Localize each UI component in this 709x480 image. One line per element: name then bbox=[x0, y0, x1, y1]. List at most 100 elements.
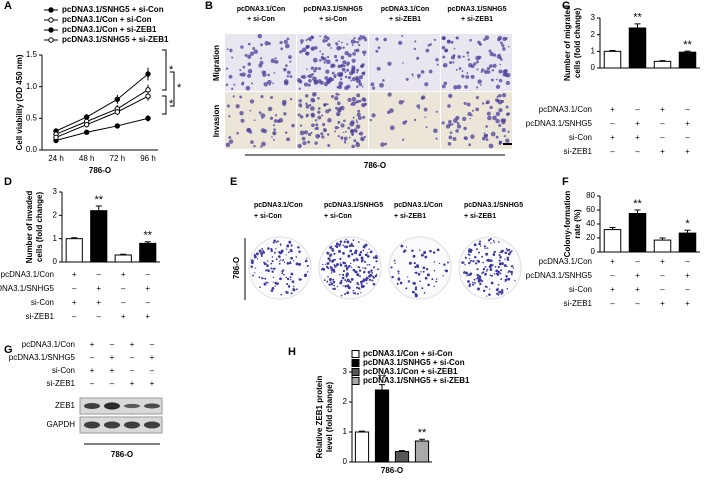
colony bbox=[277, 240, 279, 243]
condition-label: pcDNA3.1/SNHG5 bbox=[526, 271, 593, 280]
colony bbox=[474, 282, 476, 284]
cell bbox=[417, 73, 421, 78]
cell bbox=[271, 136, 273, 138]
colony bbox=[476, 277, 479, 280]
cell bbox=[317, 115, 322, 120]
cell bbox=[318, 67, 321, 71]
cell bbox=[369, 118, 373, 122]
cell bbox=[308, 78, 312, 83]
colony bbox=[279, 260, 281, 262]
colony bbox=[359, 275, 361, 278]
cell bbox=[389, 108, 394, 113]
colony bbox=[350, 242, 353, 245]
cell bbox=[489, 105, 493, 110]
cell bbox=[505, 138, 510, 143]
cell bbox=[269, 96, 274, 100]
cell bbox=[253, 144, 256, 148]
cell bbox=[298, 79, 303, 84]
colony bbox=[505, 247, 508, 250]
cell bbox=[461, 74, 465, 78]
colony bbox=[433, 285, 435, 287]
cell bbox=[467, 54, 469, 57]
cell bbox=[326, 55, 330, 59]
band bbox=[124, 403, 140, 409]
condition-label: pcDNA3.1/Con bbox=[539, 105, 592, 114]
colony bbox=[280, 249, 284, 253]
condition-sign: – bbox=[121, 298, 126, 307]
cell bbox=[489, 51, 494, 57]
legend-marker bbox=[48, 7, 54, 13]
condition-label: si-ZEB1 bbox=[47, 379, 76, 388]
cell bbox=[475, 107, 480, 112]
colony bbox=[487, 247, 489, 249]
cell bbox=[473, 62, 477, 66]
colony bbox=[506, 265, 508, 267]
cell bbox=[443, 81, 448, 86]
colony bbox=[362, 249, 365, 252]
cell bbox=[357, 36, 362, 41]
colony bbox=[291, 280, 295, 284]
colony bbox=[263, 282, 267, 286]
bar bbox=[628, 213, 647, 253]
cell bbox=[375, 37, 379, 41]
colony bbox=[422, 266, 426, 270]
cell bbox=[314, 141, 318, 145]
error-bar bbox=[659, 237, 666, 241]
colony bbox=[500, 293, 503, 296]
band bbox=[144, 403, 160, 409]
condition-sign: + bbox=[610, 105, 615, 114]
cell bbox=[274, 57, 277, 60]
bar bbox=[628, 27, 647, 69]
y-axis-label: Relative ZEB1 protein bbox=[315, 376, 324, 459]
colony bbox=[329, 281, 332, 283]
condition-sign: + bbox=[660, 257, 665, 266]
cell bbox=[483, 132, 486, 135]
cell bbox=[247, 42, 251, 46]
colony bbox=[274, 285, 276, 287]
colony bbox=[300, 278, 302, 281]
colony bbox=[345, 274, 348, 277]
colony bbox=[508, 248, 511, 251]
colony bbox=[512, 267, 515, 269]
cell bbox=[225, 142, 231, 148]
cell bbox=[453, 47, 456, 50]
colony bbox=[286, 277, 290, 281]
colony bbox=[361, 259, 364, 262]
cell bbox=[466, 102, 471, 107]
column-header: pcDNA3.1/SNHG5 bbox=[324, 202, 383, 209]
cell bbox=[461, 70, 464, 73]
colony bbox=[504, 258, 506, 261]
colony bbox=[476, 273, 480, 277]
colony bbox=[286, 244, 290, 248]
cell bbox=[413, 47, 417, 51]
significance: ** bbox=[378, 373, 387, 385]
colony bbox=[490, 242, 492, 244]
cell bbox=[259, 57, 263, 60]
significance: ** bbox=[94, 194, 103, 206]
cell bbox=[228, 139, 234, 144]
cell bbox=[289, 98, 293, 101]
cell bbox=[225, 83, 229, 87]
colony bbox=[489, 259, 493, 263]
colony bbox=[366, 282, 368, 285]
cell bbox=[351, 77, 356, 82]
condition-sign: + bbox=[110, 353, 115, 362]
colony bbox=[485, 270, 488, 272]
cell bbox=[357, 109, 361, 113]
colony bbox=[400, 244, 404, 248]
group-label: 786-O bbox=[111, 450, 133, 459]
cell bbox=[354, 40, 357, 44]
colony bbox=[468, 261, 471, 265]
condition-sign: – bbox=[90, 379, 95, 388]
significance: ** bbox=[633, 12, 642, 24]
cell bbox=[327, 143, 331, 147]
colony bbox=[267, 269, 270, 273]
legend-label: pcDNA3.1/Con + si-ZEB1 bbox=[62, 25, 157, 34]
cell bbox=[448, 135, 453, 140]
cell bbox=[372, 86, 376, 90]
condition-sign: – bbox=[72, 312, 77, 321]
cell bbox=[331, 71, 335, 75]
cell bbox=[344, 51, 349, 56]
y-tick-label: 3 bbox=[591, 13, 596, 22]
band-label: ZEB1 bbox=[55, 401, 76, 410]
